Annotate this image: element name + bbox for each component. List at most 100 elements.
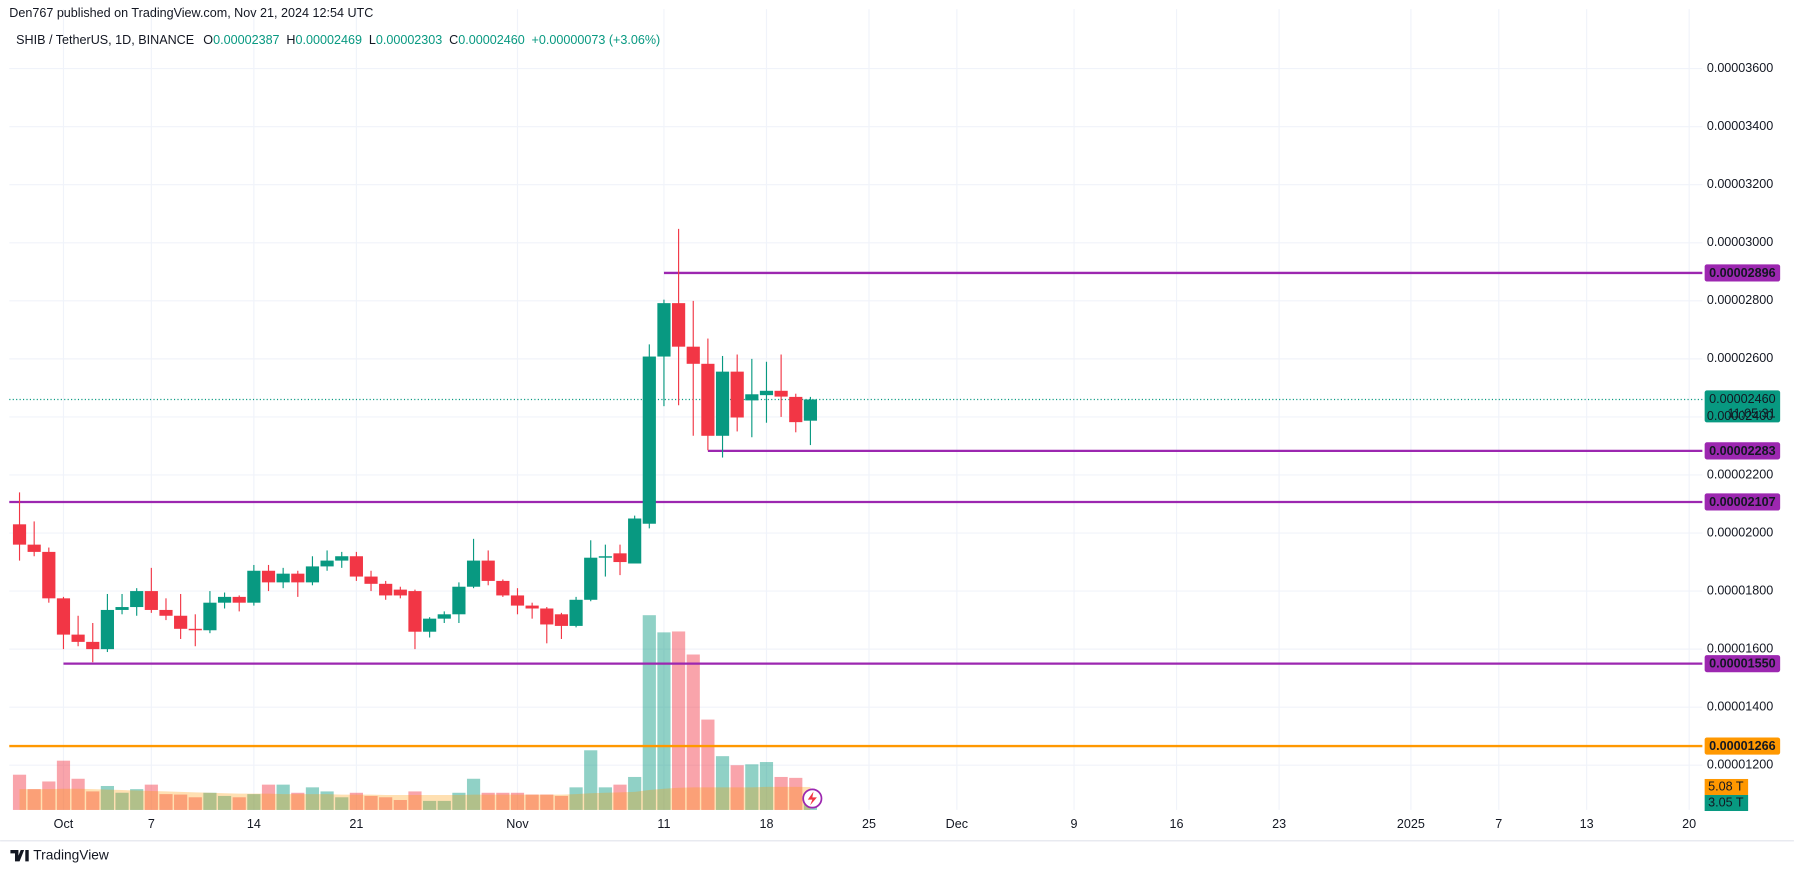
last-price-label: 0.00002460 [1709,392,1775,406]
volume-bar [27,789,41,810]
candle-body [510,595,525,606]
volume-bar [715,756,730,810]
volume-bar [393,799,407,810]
candle-body [349,556,363,577]
ohlc-key: C [449,34,458,48]
candle-body [86,641,100,650]
candle-body [437,614,451,619]
volume-bar [657,632,671,810]
volume-bar [598,787,612,810]
y-tick-label: 0.00003000 [1707,235,1773,249]
candle-body [71,634,85,642]
candle-body [144,591,158,610]
volume-bar [525,794,539,810]
volume-bar [452,792,466,810]
candle-body [452,586,466,615]
candle-body [174,615,188,629]
candle-body [159,609,173,616]
volume-bar [144,784,158,810]
candle-body [408,591,422,632]
y-tick-label: 0.00001800 [1707,583,1773,597]
y-tick-label: 0.00002000 [1707,525,1773,539]
x-tick-label: 2025 [1397,817,1425,831]
ohlc-key: L [369,34,376,48]
ohlc-value: 0.00002303 [376,34,442,48]
candle-body [496,580,510,596]
legend: SHIB / TetherUS, 1D, BINANCE O0.00002387 H… [16,34,660,48]
x-tick-label: 7 [1495,817,1502,831]
candle-body [584,557,598,600]
y-tick-label: 0.00001200 [1707,758,1773,772]
volume-bar [642,615,656,810]
level-label: 0.00001266 [1709,739,1775,753]
ohlc-value: 0.00002469 [296,34,362,48]
level-label: 0.00002896 [1709,266,1775,280]
candle-body [188,628,202,631]
volume-bar [100,785,114,810]
published: Den767 published on TradingView.com, Nov… [9,6,373,20]
candle-body [657,303,671,357]
x-tick-label: 20 [1682,817,1696,831]
y-tick-label: 0.00001400 [1707,700,1773,714]
event-icon-bolt [807,791,817,806]
last-price-box [1704,390,1781,423]
ohlc-key: O [203,34,213,48]
candle-body [27,544,41,552]
candle-body [12,524,27,545]
candle-body [730,371,744,418]
volume-bar [42,781,56,810]
candle-body [466,560,481,587]
volume-bar [232,797,246,810]
grid [9,9,1703,810]
candle-body [686,346,700,364]
volume-bar [247,794,261,810]
volume-bar [789,777,803,810]
volume-bar [613,784,627,810]
x-tick-label: 13 [1580,817,1594,831]
volume-label-box [1704,794,1749,812]
logo: TradingView [10,847,109,862]
candle-body [130,591,144,608]
candle-body [232,596,246,603]
symbol: SHIB / TetherUS, 1D, BINANCE [16,34,194,48]
x-tick-label: 25 [862,817,876,831]
volume-bar [379,797,393,810]
candle-body [247,570,261,603]
candle-body [745,394,759,401]
volume-bar [774,776,788,810]
y-tick-label: 0.00003200 [1707,177,1773,191]
x-tick-label: 9 [1071,817,1078,831]
x-tick-label: 16 [1170,817,1184,831]
candle-body [115,607,129,610]
volume-bar [672,631,686,810]
candles [12,228,818,663]
volume-bar [540,794,554,810]
candle-body [56,598,71,635]
volume-bar [569,787,583,810]
candle-body [364,576,378,584]
volume-bar [335,797,349,810]
volume-bar [188,797,202,810]
candle-body [759,390,774,396]
ohlc-value: 0.00002460 [458,34,524,48]
x-tick-label: Nov [506,817,529,831]
candle-body [803,399,818,421]
x-tick-label: 11 [657,817,670,831]
y-tick-label: 0.00002800 [1707,293,1773,307]
x-tick-label: 21 [349,817,363,831]
x-tick-label: 14 [247,817,261,831]
level-label-box [1704,655,1781,673]
candle-body [628,518,642,564]
candle-body [320,560,334,567]
volume-bar [437,800,451,810]
volume-bar [496,792,510,810]
y-tick-label: 0.00002200 [1707,467,1773,481]
candle-body [613,553,627,563]
level-label-box [1704,493,1781,511]
ohlc-key: H [286,34,295,48]
countdown: 11:05:31 [1728,407,1776,421]
levels: 0.00002896 0.00002283 0.00002107 0.00001550… [9,264,1781,812]
candle-body [335,556,349,561]
level-label: 0.00002107 [1709,495,1775,509]
